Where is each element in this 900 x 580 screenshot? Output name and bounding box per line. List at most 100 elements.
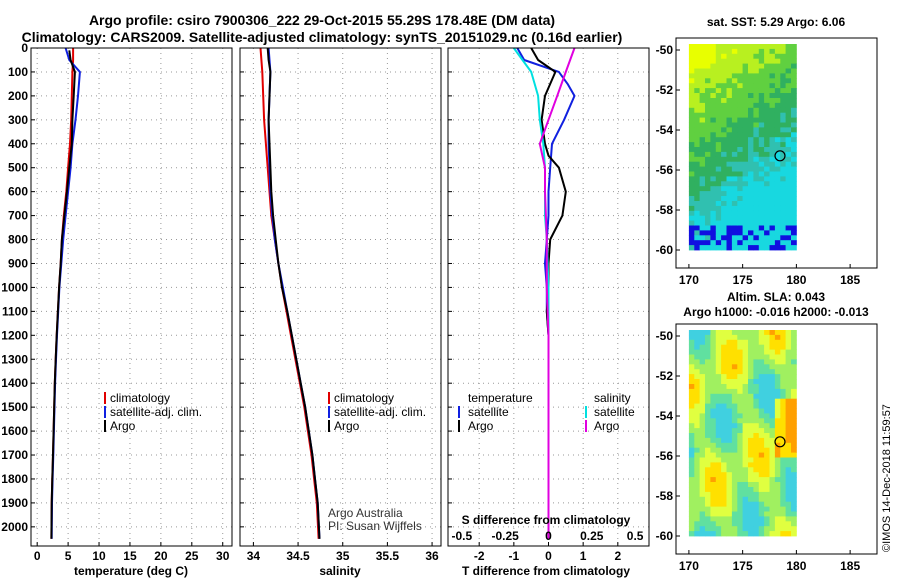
map-cell — [694, 215, 701, 221]
map-cell — [742, 349, 749, 355]
map-cell — [705, 506, 711, 512]
map-cell — [774, 423, 781, 429]
map-cell — [726, 477, 733, 483]
map-cell — [715, 112, 722, 118]
map-cell — [791, 53, 797, 60]
map-cell — [737, 403, 744, 409]
legend-heading-salinity: salinity — [594, 391, 631, 405]
map-cell — [758, 379, 765, 385]
depth-tick-label: 1800 — [1, 472, 28, 486]
map-cell — [758, 161, 765, 167]
map-cell — [731, 93, 738, 99]
map-cell — [731, 44, 738, 50]
map-cell — [769, 44, 776, 50]
map-cell — [748, 107, 754, 114]
map-cell — [780, 452, 787, 458]
map-cell — [764, 482, 770, 488]
map-cell — [731, 112, 738, 118]
map-cell — [688, 428, 695, 434]
map-cell — [742, 88, 749, 94]
x-tick-label: 10 — [92, 549, 106, 563]
map-cell — [715, 501, 722, 507]
map-cell — [705, 147, 711, 153]
temperature-lines — [50, 47, 81, 539]
map-cell — [742, 186, 749, 192]
map-cell — [769, 393, 776, 400]
map-cell — [774, 388, 781, 395]
map-cell — [731, 161, 738, 167]
map-cell — [721, 339, 727, 346]
map-cell — [726, 501, 733, 507]
map-cell — [769, 132, 776, 138]
map-cell — [705, 205, 711, 212]
map-cell — [726, 374, 733, 380]
sla-map-ticks: 170 175 180 185-50-52-54-56-58-60 — [656, 329, 861, 573]
map-cell — [785, 151, 792, 158]
map-cell — [774, 516, 781, 522]
map-cell — [731, 171, 738, 177]
map-cell — [780, 142, 787, 148]
map-cell — [769, 442, 776, 449]
map-cell — [742, 240, 749, 246]
map-cell — [742, 78, 749, 84]
map-cell — [764, 156, 770, 163]
map-cell — [694, 334, 701, 341]
map-cell — [791, 205, 797, 212]
map-cell — [785, 374, 792, 380]
map-cell — [721, 205, 727, 212]
map-cell — [688, 462, 695, 468]
map-cell — [737, 186, 744, 192]
map-cell — [742, 176, 749, 182]
map-cell — [721, 127, 727, 133]
map-cell — [774, 369, 781, 375]
map-cell — [688, 379, 695, 385]
map-cell — [769, 354, 776, 360]
map-cell — [721, 235, 727, 241]
map-cell — [737, 428, 744, 434]
map-cell — [699, 137, 706, 143]
map-cell — [791, 496, 797, 503]
depth-tick-label: 1400 — [1, 376, 28, 390]
map-cell — [748, 437, 754, 444]
map-cell — [758, 442, 765, 449]
map-cell — [769, 462, 776, 468]
map-cell — [737, 354, 744, 360]
map-cell — [758, 102, 765, 109]
map-cell — [748, 447, 754, 453]
map-cell — [748, 374, 754, 380]
map-cell — [753, 220, 760, 226]
map-cell — [737, 107, 744, 114]
map-cell — [715, 88, 722, 94]
map-cell — [715, 151, 722, 158]
map-cell — [694, 102, 701, 109]
map-cell — [737, 452, 744, 458]
map-cell — [791, 423, 797, 429]
map-cell — [748, 521, 754, 527]
map-cell — [791, 462, 797, 468]
map-cell — [764, 107, 770, 114]
map-cell — [764, 433, 770, 439]
map-cell — [774, 93, 781, 99]
map-cell — [705, 240, 711, 246]
map-cell — [726, 472, 733, 478]
map-cell — [780, 107, 787, 114]
map-cell — [764, 462, 770, 468]
map-cell — [715, 117, 722, 123]
map-cell — [742, 511, 749, 517]
map-cell — [721, 191, 727, 197]
map-cell — [694, 107, 701, 114]
map-cell — [742, 230, 749, 236]
map-cell — [699, 147, 706, 153]
map-cell — [731, 521, 738, 527]
map-cell — [769, 506, 776, 512]
map-cell — [742, 137, 749, 143]
map-cell — [737, 230, 744, 236]
map-cell — [758, 93, 765, 99]
map-cell — [769, 230, 776, 236]
map-cell — [710, 147, 717, 153]
map-cell — [774, 132, 781, 138]
map-cell — [791, 171, 797, 177]
map-cell — [753, 349, 760, 355]
map-cell — [715, 511, 722, 517]
map-cell — [769, 48, 776, 55]
